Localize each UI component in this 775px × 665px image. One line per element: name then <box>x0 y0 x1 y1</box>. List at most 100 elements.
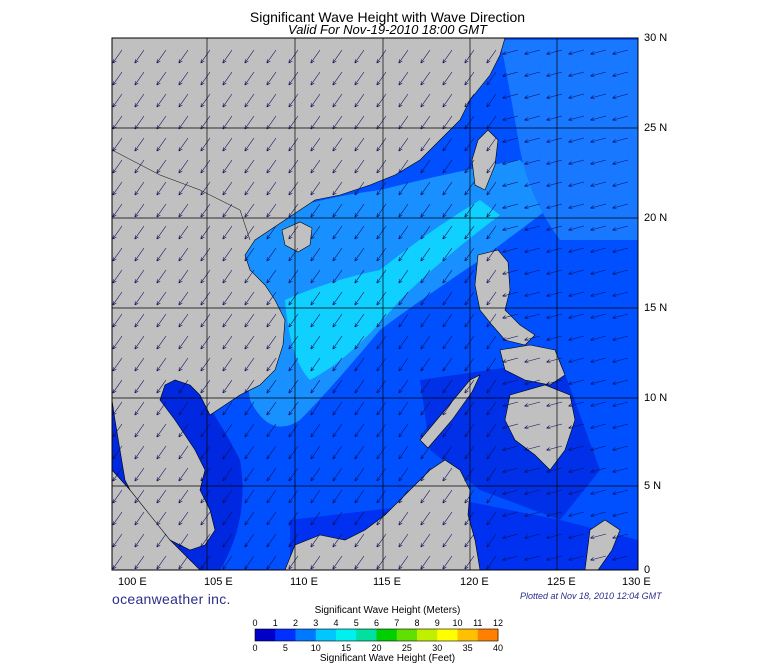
wave-arrow <box>200 313 211 328</box>
wave-arrow <box>524 225 541 232</box>
wave-arrow <box>420 445 431 460</box>
wave-arrow <box>244 291 255 306</box>
wave-arrow <box>354 203 365 218</box>
wave-arrow <box>310 137 321 152</box>
wave-arrow <box>266 445 277 460</box>
wave-arrow <box>568 423 585 430</box>
wave-arrow <box>442 137 453 152</box>
wave-arrow <box>486 445 497 460</box>
wave-arrow <box>568 225 585 232</box>
wave-arrow <box>442 467 453 482</box>
wave-arrow <box>376 445 387 460</box>
wave-arrow <box>200 511 211 526</box>
wave-arrow <box>112 335 123 350</box>
wave-arrow <box>178 291 189 306</box>
wave-arrow <box>354 379 365 394</box>
graticule <box>112 38 638 570</box>
wave-arrow <box>420 181 431 196</box>
wave-arrow <box>568 137 585 144</box>
wave-arrow <box>524 203 541 210</box>
wave-arrow <box>590 357 607 364</box>
wave-arrow <box>200 49 211 64</box>
wave-arrow <box>134 335 145 350</box>
wave-arrow <box>502 181 519 188</box>
legend-swatch <box>437 629 458 641</box>
wave-arrow <box>546 269 563 276</box>
wave-arrow <box>134 401 145 416</box>
wave-arrow <box>332 335 343 350</box>
legend-feet-tick: 15 <box>341 643 351 653</box>
wave-arrow <box>178 269 189 284</box>
wave-arrow <box>568 379 585 386</box>
wave-arrow <box>222 423 233 438</box>
wave-arrow <box>266 511 277 526</box>
wave-arrow <box>376 49 387 64</box>
wave-arrow <box>486 313 497 328</box>
wave-arrow <box>266 379 277 394</box>
wave-arrow <box>266 401 277 416</box>
wave-arrow <box>420 247 431 262</box>
wave-arrow <box>546 291 563 298</box>
wave-arrow <box>178 445 189 460</box>
wave-arrow <box>524 423 541 430</box>
wave-arrow <box>134 511 145 526</box>
wave-arrow <box>524 555 541 562</box>
wave-arrow <box>464 291 475 306</box>
wave-arrow <box>590 291 607 298</box>
wave-arrow <box>486 71 497 86</box>
wave-arrow <box>398 71 409 86</box>
wave-arrow <box>266 49 277 64</box>
wave-arrow <box>178 247 189 262</box>
wave-arrow <box>112 357 123 372</box>
wave-arrow <box>112 401 123 416</box>
wave-arrow <box>134 93 145 108</box>
wave-arrow <box>332 203 343 218</box>
wave-arrow <box>332 313 343 328</box>
wave-arrow <box>398 49 409 64</box>
wave-arrow <box>442 489 453 504</box>
wave-arrow <box>156 137 167 152</box>
wave-arrow <box>156 511 167 526</box>
wave-arrow <box>420 313 431 328</box>
wave-arrow <box>612 269 629 276</box>
wave-arrow <box>464 335 475 350</box>
legend-meters-tick: 9 <box>435 618 440 628</box>
wave-arrow <box>546 49 563 56</box>
wave-arrow <box>464 93 475 108</box>
wave-arrow <box>332 269 343 284</box>
wave-arrow <box>156 181 167 196</box>
wave-arrow <box>288 181 299 196</box>
wave-arrow <box>486 379 497 394</box>
wave-arrow <box>376 269 387 284</box>
wave-arrow <box>178 511 189 526</box>
wave-arrow <box>332 533 343 548</box>
wave-arrow <box>222 49 233 64</box>
wave-arrow <box>112 313 123 328</box>
wave-arrow <box>590 511 607 518</box>
wave-arrow <box>486 247 497 262</box>
wave-arrow <box>486 291 497 306</box>
wave-arrow <box>486 225 497 240</box>
lon-label-100e: 100 E <box>118 576 147 588</box>
wave-arrow <box>464 269 475 284</box>
wave-arrow <box>156 401 167 416</box>
wave-arrow <box>524 335 541 342</box>
legend-swatch <box>396 629 418 641</box>
wave-arrow <box>376 555 387 570</box>
wave-arrow <box>112 423 123 438</box>
wave-arrow <box>546 445 563 452</box>
wave-arrow <box>420 467 431 482</box>
wave-arrow <box>568 489 585 496</box>
wave-arrow <box>612 467 629 474</box>
wave-arrow <box>288 313 299 328</box>
wave-arrow <box>266 423 277 438</box>
wave-arrow <box>568 93 585 100</box>
wave-arrow <box>420 489 431 504</box>
legend-meters-tick: 1 <box>273 618 278 628</box>
wave-arrow <box>590 137 607 144</box>
wave-arrow <box>178 555 189 570</box>
wave-arrow <box>398 335 409 350</box>
wave-arrow <box>442 401 453 416</box>
wave-arrow <box>442 93 453 108</box>
